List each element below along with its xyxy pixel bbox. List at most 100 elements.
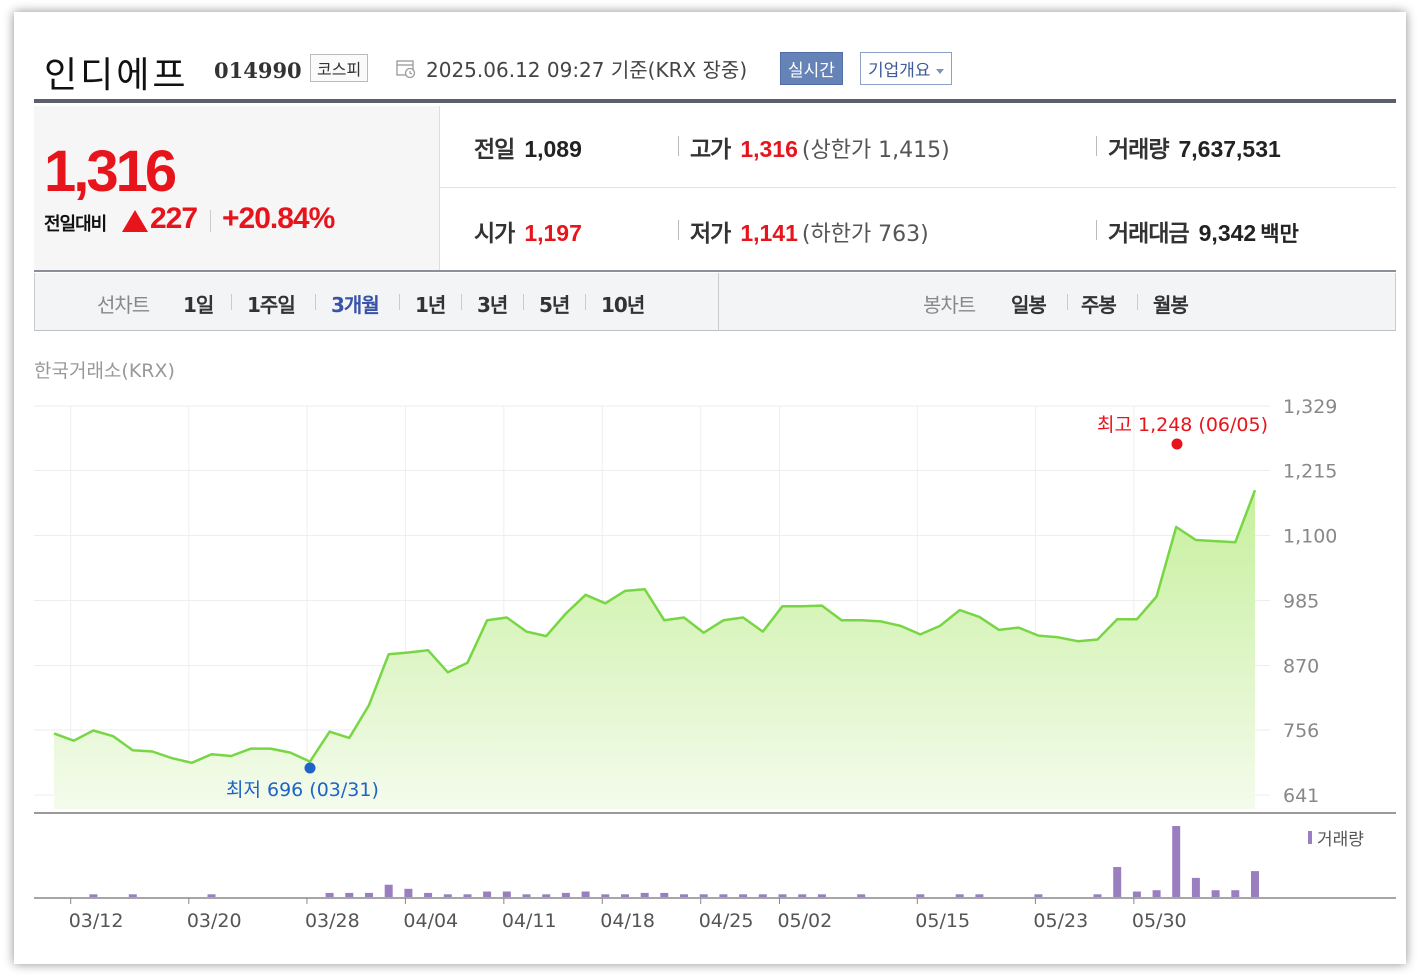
volume-label: 거래량 xyxy=(1108,137,1169,163)
volume-bar xyxy=(463,894,472,897)
stat-open: 시가 1,197 xyxy=(474,214,582,248)
high-value: 1,316 xyxy=(740,136,798,162)
line-chart-label: 선차트 xyxy=(97,293,150,317)
open-label: 시가 xyxy=(474,221,515,247)
calendar-icon xyxy=(396,60,416,78)
x-tick-label: 03/20 xyxy=(187,910,242,932)
y-tick-label: 1,100 xyxy=(1283,525,1337,547)
volume-bar xyxy=(1093,894,1102,897)
volume-bar xyxy=(1152,890,1161,897)
y-tick-label: 985 xyxy=(1283,591,1319,613)
tab-10y[interactable]: 10년 xyxy=(601,293,645,317)
volume-bar xyxy=(1172,826,1181,897)
company-name: 인디에프 xyxy=(44,55,189,96)
volume-bar xyxy=(601,894,610,897)
volume-bar xyxy=(1251,871,1259,897)
tab-monthly[interactable]: 월봉 xyxy=(1153,293,1189,317)
tab-divider xyxy=(399,294,400,310)
volume-bar xyxy=(542,894,551,897)
lower-limit: (하한가 763) xyxy=(801,222,929,247)
price-stats: 전일 1,089 고가 1,316 (상한가 1,415) 거래량 7,637,531 … xyxy=(440,106,1396,270)
volume-bar xyxy=(660,892,669,897)
stat-amount: 거래대금 9,342 백만 xyxy=(1108,214,1299,248)
x-tick-label: 04/11 xyxy=(502,910,557,932)
volume-bar xyxy=(798,894,807,897)
tab-3m[interactable]: 3개월 xyxy=(331,293,380,317)
tab-divider xyxy=(585,294,586,310)
realtime-button[interactable]: 실시간 xyxy=(780,52,843,85)
volume-bar xyxy=(384,884,393,897)
price-summary: 1,316 전일대비 227 +20.84% xyxy=(34,106,440,270)
tab-3y[interactable]: 3년 xyxy=(477,293,508,317)
x-tick-label: 04/18 xyxy=(600,910,655,932)
x-tick-label: 05/15 xyxy=(915,910,970,932)
corp-info-dropdown[interactable]: 기업개요 xyxy=(860,52,952,85)
volume-bar xyxy=(522,894,531,897)
volume-bar xyxy=(483,891,492,897)
volume-bar xyxy=(817,894,826,897)
volume-bar xyxy=(1211,890,1220,897)
low-label: 저가 xyxy=(690,221,731,247)
volume-bar xyxy=(975,894,984,897)
tab-1y[interactable]: 1년 xyxy=(415,293,446,317)
volume-bar xyxy=(621,894,629,897)
x-tick-label: 04/25 xyxy=(699,910,754,932)
stats-bottom-rule xyxy=(34,270,1396,272)
volume-bar xyxy=(325,892,334,897)
tabs-divider xyxy=(718,273,719,331)
volume-bar xyxy=(916,894,925,897)
x-tick-label: 04/04 xyxy=(403,910,458,932)
stat-divider xyxy=(678,220,679,240)
volume-bar xyxy=(207,894,216,897)
tab-1d[interactable]: 1일 xyxy=(183,293,214,317)
tab-divider xyxy=(1137,294,1138,310)
tab-divider xyxy=(1067,294,1068,310)
change-divider xyxy=(210,210,211,232)
volume-bar xyxy=(719,894,728,897)
stat-low: 저가 1,141 (하한가 763) xyxy=(690,214,929,248)
volume-bar xyxy=(1132,891,1141,897)
volume-legend-label: 거래량 xyxy=(1317,830,1364,850)
open-value: 1,197 xyxy=(524,220,582,246)
volume-bar xyxy=(1113,867,1122,897)
chevron-down-icon xyxy=(935,68,944,74)
up-arrow-icon xyxy=(122,210,148,232)
volume-bar xyxy=(581,891,590,897)
amount-label: 거래대금 xyxy=(1108,221,1190,247)
volume-bar xyxy=(365,892,373,897)
max-annotation: 최고 1,248 (06/05) xyxy=(1097,414,1268,436)
volume-bar xyxy=(128,894,137,897)
volume-bar xyxy=(955,894,964,897)
y-tick-label: 1,215 xyxy=(1283,460,1337,482)
amount-value: 9,342 xyxy=(1198,220,1257,246)
y-tick-label: 756 xyxy=(1283,720,1319,742)
stat-prev-close: 전일 1,089 xyxy=(474,130,582,164)
stat-high: 고가 1,316 (상한가 1,415) xyxy=(690,130,950,164)
x-tick-label: 05/23 xyxy=(1033,910,1088,932)
tab-5y[interactable]: 5년 xyxy=(539,293,570,317)
tab-divider xyxy=(315,294,316,310)
volume-bar xyxy=(857,894,866,897)
volume-bar xyxy=(89,894,98,897)
tab-1w[interactable]: 1주일 xyxy=(247,293,296,317)
header-divider xyxy=(34,99,1396,103)
tab-daily[interactable]: 일봉 xyxy=(1011,293,1047,317)
current-price: 1,316 xyxy=(44,139,177,204)
price-area xyxy=(54,490,1255,809)
volume-bar xyxy=(345,892,354,897)
stat-divider xyxy=(1096,136,1097,156)
low-value: 1,141 xyxy=(740,220,798,246)
volume-bar xyxy=(699,894,708,897)
tab-divider xyxy=(461,294,462,310)
tab-divider xyxy=(231,294,232,310)
y-tick-label: 641 xyxy=(1283,785,1319,807)
max-marker xyxy=(1171,438,1183,450)
stat-divider xyxy=(1096,220,1097,240)
change-percent: +20.84% xyxy=(222,202,335,235)
x-tick-label: 03/28 xyxy=(305,910,360,932)
tab-weekly[interactable]: 주봉 xyxy=(1081,293,1117,317)
x-tick-label: 05/30 xyxy=(1132,910,1187,932)
chart-period-tabs: 선차트 1일 1주일 3개월 1년 3년 5년 10년 봉차트 일봉 주봉 월봉 xyxy=(34,273,1396,331)
x-tick-label: 05/02 xyxy=(777,910,832,932)
price-line xyxy=(53,489,1257,765)
